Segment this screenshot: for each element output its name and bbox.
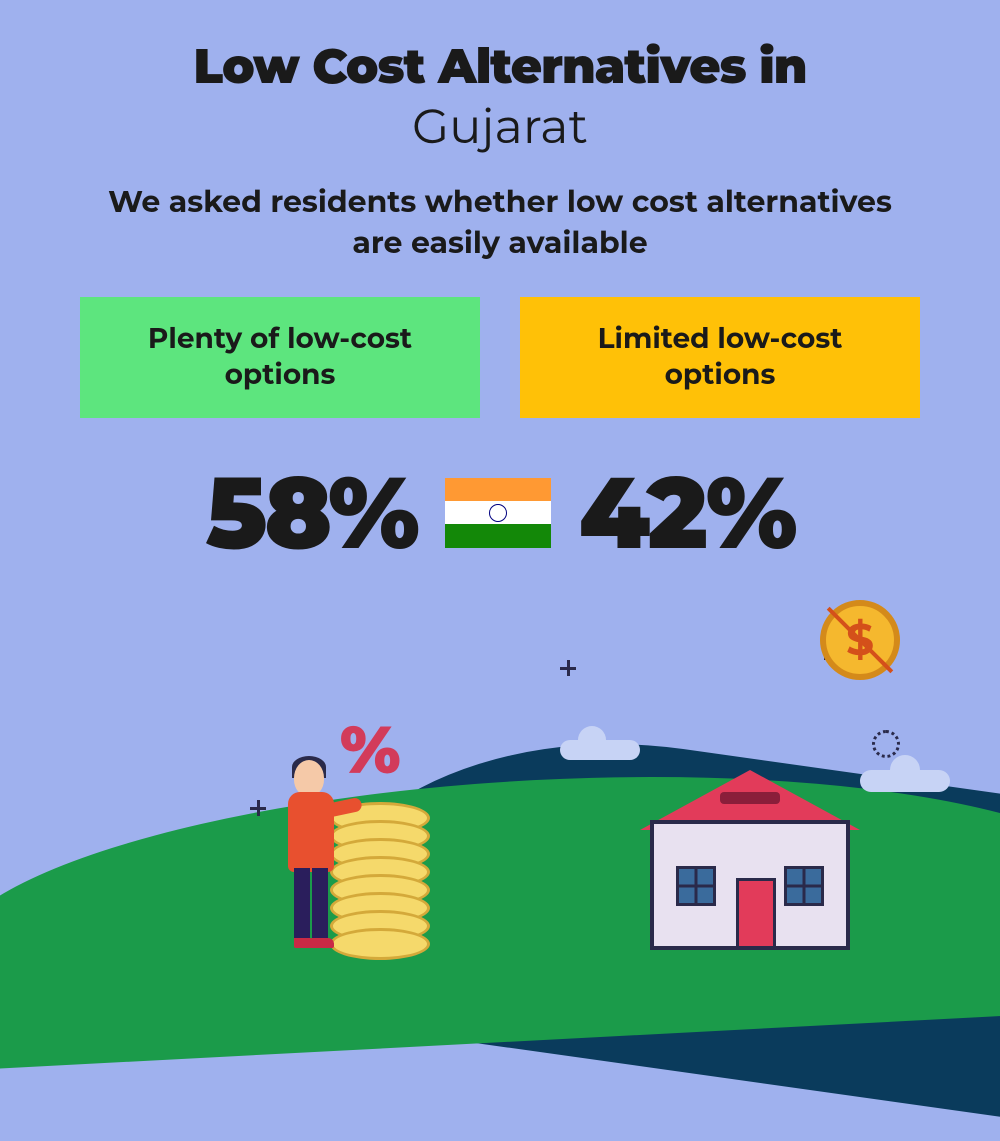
dotted-circle-icon	[872, 730, 900, 758]
house-window-icon	[676, 866, 716, 906]
india-flag-icon	[445, 478, 551, 548]
house-window-icon	[784, 866, 824, 906]
house-door-icon	[736, 878, 776, 946]
house-icon	[640, 750, 860, 950]
cloud-icon	[860, 770, 950, 792]
person-icon	[280, 760, 350, 960]
sparkle-icon	[560, 660, 576, 676]
dollar-coin-icon: $	[820, 600, 900, 680]
title-line2: Gujarat	[0, 98, 1000, 156]
flag-green-stripe	[445, 524, 551, 547]
title-line1: Low Cost Alternatives in	[0, 38, 1000, 96]
flag-saffron-stripe	[445, 478, 551, 501]
illustration: $ %	[0, 620, 1000, 1000]
option-box-plenty: Plenty of low-cost options	[80, 297, 480, 418]
stats-row: 58% 42%	[0, 452, 1000, 574]
option-box-limited: Limited low-cost options	[520, 297, 920, 418]
percent-right: 42%	[579, 452, 795, 574]
sparkle-icon	[250, 800, 266, 816]
flag-chakra-icon	[489, 504, 507, 522]
flag-white-stripe	[445, 501, 551, 524]
cloud-icon	[560, 740, 640, 760]
option-boxes: Plenty of low-cost options Limited low-c…	[0, 297, 1000, 418]
dollar-symbol: $	[846, 613, 874, 667]
header: Low Cost Alternatives in Gujarat We aske…	[0, 0, 1000, 263]
subtitle: We asked residents whether low cost alte…	[0, 182, 1000, 263]
percent-left: 58%	[205, 452, 416, 574]
